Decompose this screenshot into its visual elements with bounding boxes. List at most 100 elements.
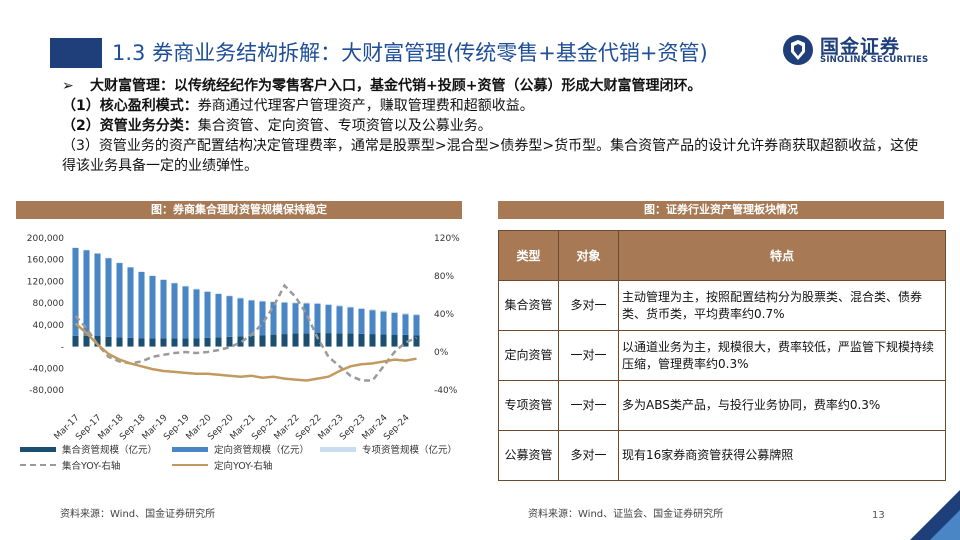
bar-directional [303, 303, 310, 334]
bar-directional [270, 302, 277, 335]
table-header-row: 类型 对象 特点 [498, 230, 946, 281]
y-left-tick-label: - [61, 343, 64, 353]
bar-directional [171, 283, 178, 339]
header-features: 特点 [618, 230, 946, 281]
chart-source: 资料来源：Wind、国金证券研究所 [60, 509, 216, 520]
legend-label-directional: 定向资管规模（亿元） [214, 445, 310, 456]
bar-collective [270, 334, 277, 347]
bar-special [149, 275, 156, 276]
bar-special [413, 314, 420, 316]
bar-collective [292, 333, 299, 347]
y-left-tick-label: -80,000 [29, 386, 64, 396]
bar-collective [325, 333, 332, 347]
bar-collective [83, 335, 90, 347]
bar-collective [149, 338, 156, 347]
bar-collective [116, 337, 123, 347]
bar-special [204, 291, 211, 292]
header-type: 类型 [498, 230, 559, 281]
bar-directional [369, 310, 376, 335]
cell-desc: 主动管理为主，按照配置结构分为股票类、混合类、债券类、货币类，平均费率约0.7% [618, 280, 946, 331]
bar-special [182, 285, 189, 287]
bar-directional [105, 258, 112, 337]
chart-panel-title-text: 图：券商集合理财资管规模保持稳定 [151, 203, 327, 216]
bar-special [237, 297, 244, 299]
bar-collective [402, 334, 409, 347]
asset-management-chart: 200,000 160,000 120,000 80,000 40,000 - -40,00… [14, 228, 464, 518]
asset-management-table: 类型 对象 特点 集合资管 多对一 主动管理为主，按照配置结构分为股票类、混合类… [498, 230, 946, 481]
bar-directional [182, 286, 189, 339]
table-row: 定向资管 一对一 以通道业务为主，规模很大，费率较低，严监管下规模持续压缩，管理… [498, 330, 946, 381]
bar-directional [116, 262, 123, 338]
bar-collective [182, 338, 189, 347]
bar-directional [215, 293, 222, 338]
page-number: 13 [872, 510, 885, 521]
cell-target: 一对一 [558, 380, 619, 431]
y-right-tick-label: 40% [434, 310, 454, 320]
cell-type: 定向资管 [498, 330, 559, 381]
cell-target: 多对一 [558, 430, 619, 481]
cell-desc: 现有16家券商资管获得公募牌照 [618, 430, 946, 481]
bar-special [303, 302, 310, 304]
title-accent-block [50, 38, 102, 68]
cell-target: 一对一 [558, 330, 619, 381]
company-logo: 国金证券 SINOLINK SECURITIES [782, 30, 952, 70]
x-tick-label: Sep-24 [382, 413, 412, 440]
bar-special [281, 301, 288, 303]
legend-label-collective-yoy: 集合YOY-右轴 [62, 461, 121, 472]
bar-collective [314, 333, 321, 347]
y-left-tick-label: 120,000 [27, 277, 64, 287]
bar-special [402, 313, 409, 315]
legend-collective-yoy: 集合YOY-右轴 [20, 458, 120, 472]
cell-target: 多对一 [558, 280, 619, 331]
bar-collective [160, 338, 167, 347]
bar-special [72, 247, 79, 248]
bar-special [292, 302, 299, 304]
bar-special [193, 288, 200, 290]
bar-collective [204, 337, 211, 347]
bar-special [94, 253, 101, 254]
legend-swatch-special [320, 446, 356, 452]
bar-directional [138, 271, 145, 339]
bar-directional [160, 279, 167, 339]
bar-collective [215, 337, 222, 347]
bar-directional [193, 289, 200, 339]
bar-directional [248, 300, 255, 336]
bar-directional [336, 306, 343, 334]
header-target: 对象 [558, 230, 619, 281]
page-title: 1.3 券商业务结构拆解：大财富管理(传统零售+基金代销+资管) [112, 41, 708, 65]
summary-bullets: ➢ 大财富管理：以传统经纪作为零售客户入口，基金代销+投顾+资管（公募）形成大财富… [62, 76, 922, 176]
legend-label-directional-yoy: 定向YOY-右轴 [214, 461, 273, 472]
bar-collective [380, 334, 387, 347]
bar-directional [259, 301, 266, 336]
bar-directional [204, 291, 211, 338]
y-left-tick-label: 200,000 [27, 234, 64, 244]
bar-directional [391, 312, 398, 335]
bar-special [160, 279, 167, 280]
bar-directional [94, 253, 101, 336]
cell-desc: 以通道业务为主，规模很大，费率较低，严监管下规模持续压缩，管理费率约0.3% [618, 330, 946, 381]
bar-special [105, 257, 112, 259]
legend-label-special: 专项资管规模（亿元） [362, 445, 458, 456]
sinolink-logo-icon [783, 35, 813, 65]
bar-special [215, 293, 222, 294]
legend-label-collective: 集合资管规模（亿元） [62, 445, 158, 456]
line-directional-yoy [74, 322, 417, 382]
cell-desc: 多为ABS类产品，与投行业务协同，费率约0.3% [618, 380, 946, 431]
table-panel-title-text: 图：证券行业资产管理板块情况 [644, 203, 798, 216]
bar-directional [314, 303, 321, 333]
bar-special [336, 305, 343, 307]
bar-collective [391, 334, 398, 347]
bar-special [259, 300, 266, 302]
bar-collective [237, 336, 244, 347]
bar-collective [413, 335, 420, 347]
bar-collective [369, 334, 376, 347]
chart-svg: 200,000 160,000 120,000 80,000 40,000 - -40,00… [27, 234, 460, 443]
bar-collective [347, 333, 354, 347]
bar-special [248, 299, 255, 301]
bullet-profit-body: 券商通过代理客户管理资产，赚取管理费和超额收益。 [197, 98, 534, 114]
bar-special [138, 271, 145, 272]
bar-special [171, 282, 178, 284]
legend-swatch-collective-yoy [20, 464, 56, 466]
bar-directional [226, 296, 233, 337]
chart-panel-title: 图：券商集合理财资管规模保持稳定 [16, 201, 464, 222]
